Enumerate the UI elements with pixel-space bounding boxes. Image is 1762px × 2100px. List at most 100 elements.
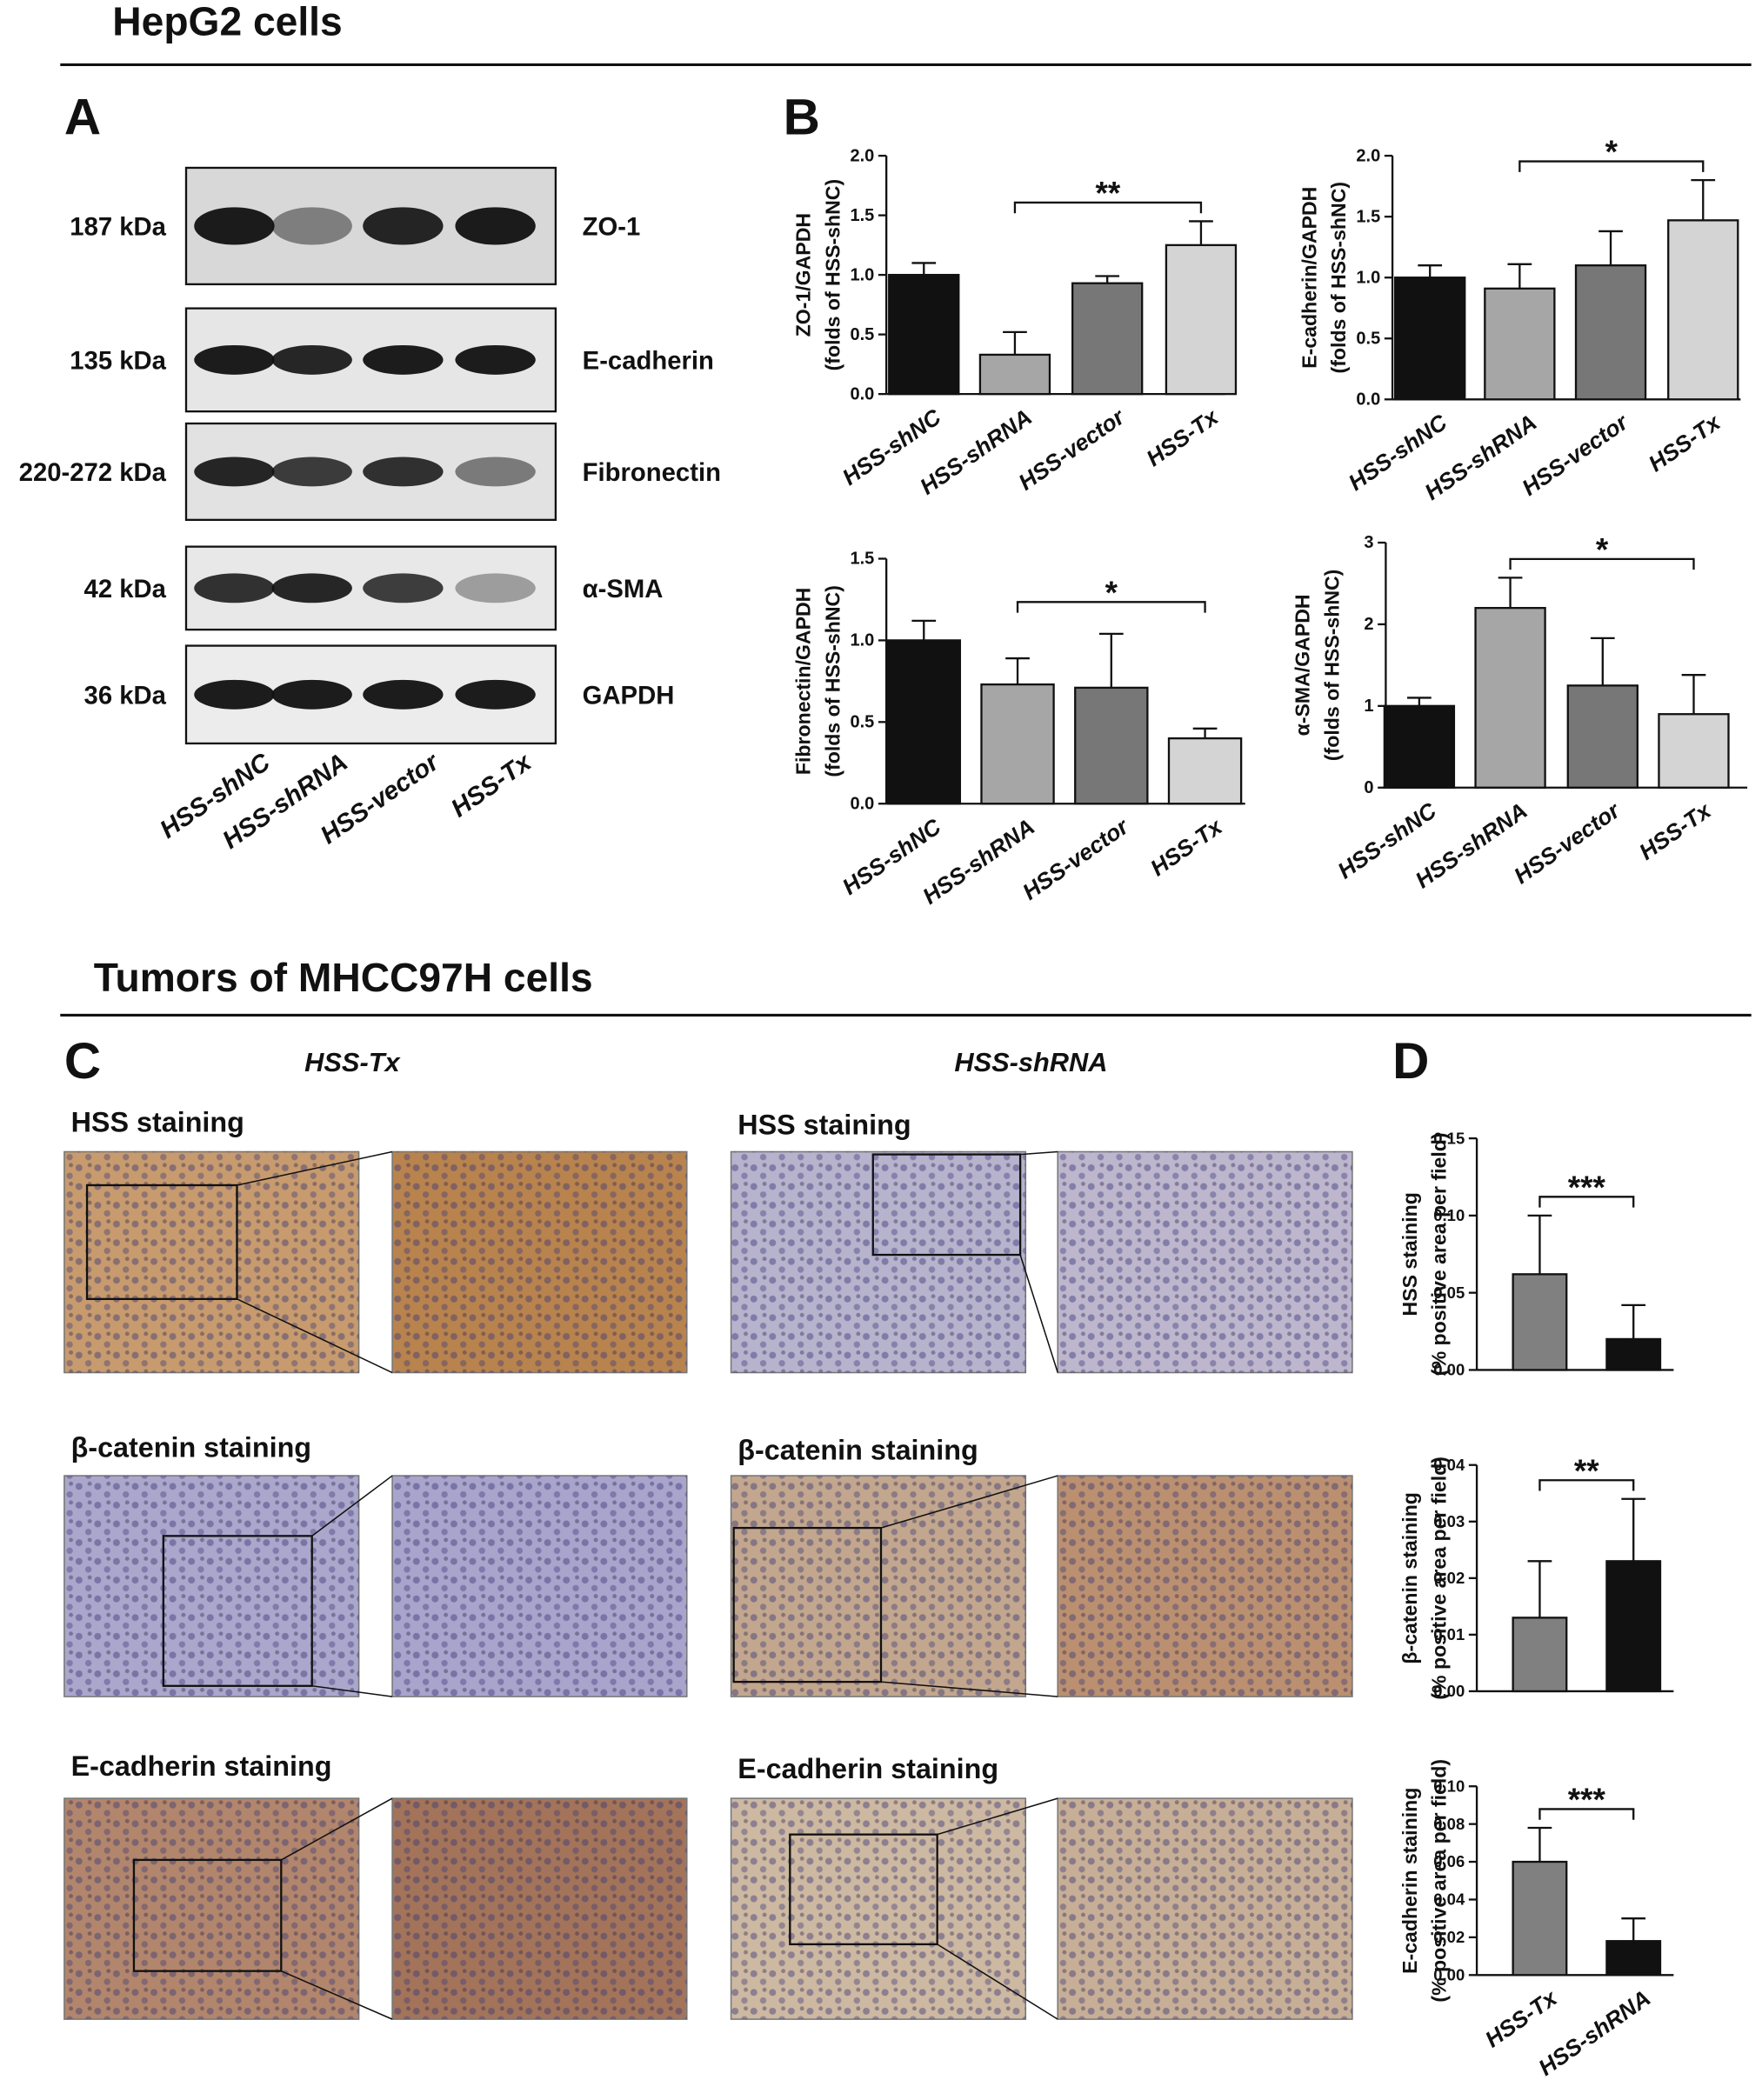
bar (1574, 264, 1647, 401)
y-axis-label: (folds of HSS-shNC) (821, 585, 844, 777)
significance-bracket (1518, 160, 1705, 172)
significance-label: * (1105, 575, 1118, 610)
y-tick-label: 0.5 (850, 325, 874, 344)
micrograph-texture (63, 1798, 359, 2020)
y-tick-label: 1.5 (850, 550, 874, 569)
blot-band (271, 207, 352, 245)
micrograph-texture (392, 1151, 687, 1373)
bar (1667, 219, 1739, 401)
significance-bracket (1538, 1479, 1635, 1491)
y-axis-label: E-cadherin/GAPDH (1298, 187, 1320, 369)
significance-label: * (1596, 531, 1609, 567)
blot-band (271, 457, 352, 487)
y-axis-label: α-SMA/GAPDH (1291, 594, 1314, 736)
bar (1605, 1560, 1662, 1693)
y-tick-label: 0.00 (1433, 1965, 1465, 1983)
y-tick-label: 0.03 (1433, 1512, 1465, 1530)
bar (1658, 713, 1730, 789)
inset-connector (1019, 1254, 1058, 1373)
panel-letter: C (64, 1033, 101, 1090)
y-axis-label: (% positive area per field) (1428, 1759, 1451, 2003)
blot-band (363, 344, 444, 375)
y-tick-label: 2.0 (1356, 146, 1380, 165)
staining-label: HSS staining (71, 1106, 244, 1137)
bar (888, 273, 960, 396)
micrograph-texture (731, 1798, 1026, 2020)
inset-box (789, 1833, 938, 1946)
y-tick-label: 0 (1364, 778, 1373, 797)
inset-connector (937, 1797, 1058, 1836)
inset-connector (1020, 1150, 1058, 1156)
significance-label: *** (1568, 1782, 1606, 1817)
bar (1165, 243, 1238, 396)
y-tick-label: 0.08 (1433, 1815, 1465, 1833)
blot-band (363, 573, 444, 603)
molecular-weight: 36 kDa (84, 683, 167, 710)
blot-band (271, 573, 352, 603)
protein-label: Fibronectin (583, 459, 721, 487)
y-tick-label: 0.10 (1433, 1206, 1465, 1224)
y-tick-label: 0.01 (1433, 1625, 1465, 1643)
section-title: Tumors of MHCC97H cells (94, 955, 593, 1000)
blot-band (363, 679, 444, 710)
blot-band (455, 457, 536, 487)
protein-label: α-SMA (583, 576, 664, 603)
inset-connector (880, 1681, 1058, 1697)
panel-letter: A (64, 89, 101, 145)
micrograph-texture (1058, 1151, 1352, 1373)
micrograph-texture (731, 1151, 1026, 1373)
blot-band (363, 207, 444, 245)
significance-bracket (1509, 557, 1695, 570)
inset-box (132, 1858, 283, 1972)
y-tick-label: 1.5 (1356, 207, 1380, 226)
y-tick-label: 0.0 (850, 794, 874, 813)
x-tick-label: HSS-Tx (1644, 409, 1726, 477)
blot-band (194, 457, 275, 487)
y-tick-label: 1.0 (850, 265, 874, 284)
y-tick-label: 0.0 (1356, 390, 1380, 409)
x-tick-label: HSS-Tx (1142, 403, 1225, 471)
y-axis-label: (folds of HSS-shNC) (1321, 570, 1344, 762)
protein-label: GAPDH (583, 683, 675, 710)
x-tick-label: HSS-vector (1018, 812, 1134, 904)
blot-band (363, 457, 444, 487)
blot-band (194, 344, 275, 375)
x-tick-label: HSS-Tx (1145, 813, 1228, 882)
panel-letter: D (1392, 1033, 1429, 1090)
molecular-weight: 42 kDa (84, 576, 167, 603)
y-axis-label: β-catenin staining (1398, 1492, 1421, 1663)
section-title: HepG2 cells (112, 0, 342, 44)
protein-label: ZO-1 (583, 214, 641, 242)
y-tick-label: 0.04 (1433, 1456, 1465, 1474)
y-axis-label: Fibronectin/GAPDH (791, 588, 814, 775)
blot-band (271, 344, 352, 375)
protein-label: E-cadherin (583, 348, 714, 376)
significance-label: * (1605, 134, 1619, 170)
micrograph-texture (63, 1151, 359, 1373)
inset-box (871, 1153, 1022, 1257)
inset-connector (280, 1797, 393, 1861)
staining-label: E-cadherin staining (738, 1753, 998, 1784)
inset-box (162, 1535, 313, 1687)
staining-label: β-catenin staining (71, 1432, 311, 1463)
y-tick-label: 0.00 (1433, 1682, 1465, 1700)
significance-bracket (1538, 1808, 1635, 1820)
y-tick-label: 0.02 (1433, 1928, 1465, 1946)
micrograph-texture (1058, 1798, 1352, 2020)
x-tick-label: HSS-Tx (1634, 797, 1717, 865)
bar (1512, 1860, 1568, 1977)
y-tick-label: 1.5 (850, 206, 874, 225)
micrograph-texture (1058, 1476, 1352, 1697)
x-tick-label: HSS-Tx (1480, 1984, 1563, 2053)
molecular-weight: 220-272 kDa (19, 459, 167, 487)
y-tick-label: 0.0 (850, 384, 874, 403)
panel-letter: B (784, 89, 820, 145)
blot-band (194, 679, 275, 710)
inset-connector (880, 1475, 1058, 1529)
bar (1512, 1273, 1568, 1371)
y-tick-label: 0.05 (1433, 1283, 1465, 1302)
staining-label: β-catenin staining (738, 1435, 978, 1466)
y-tick-label: 0.02 (1433, 1569, 1465, 1587)
blot-band (455, 344, 536, 375)
